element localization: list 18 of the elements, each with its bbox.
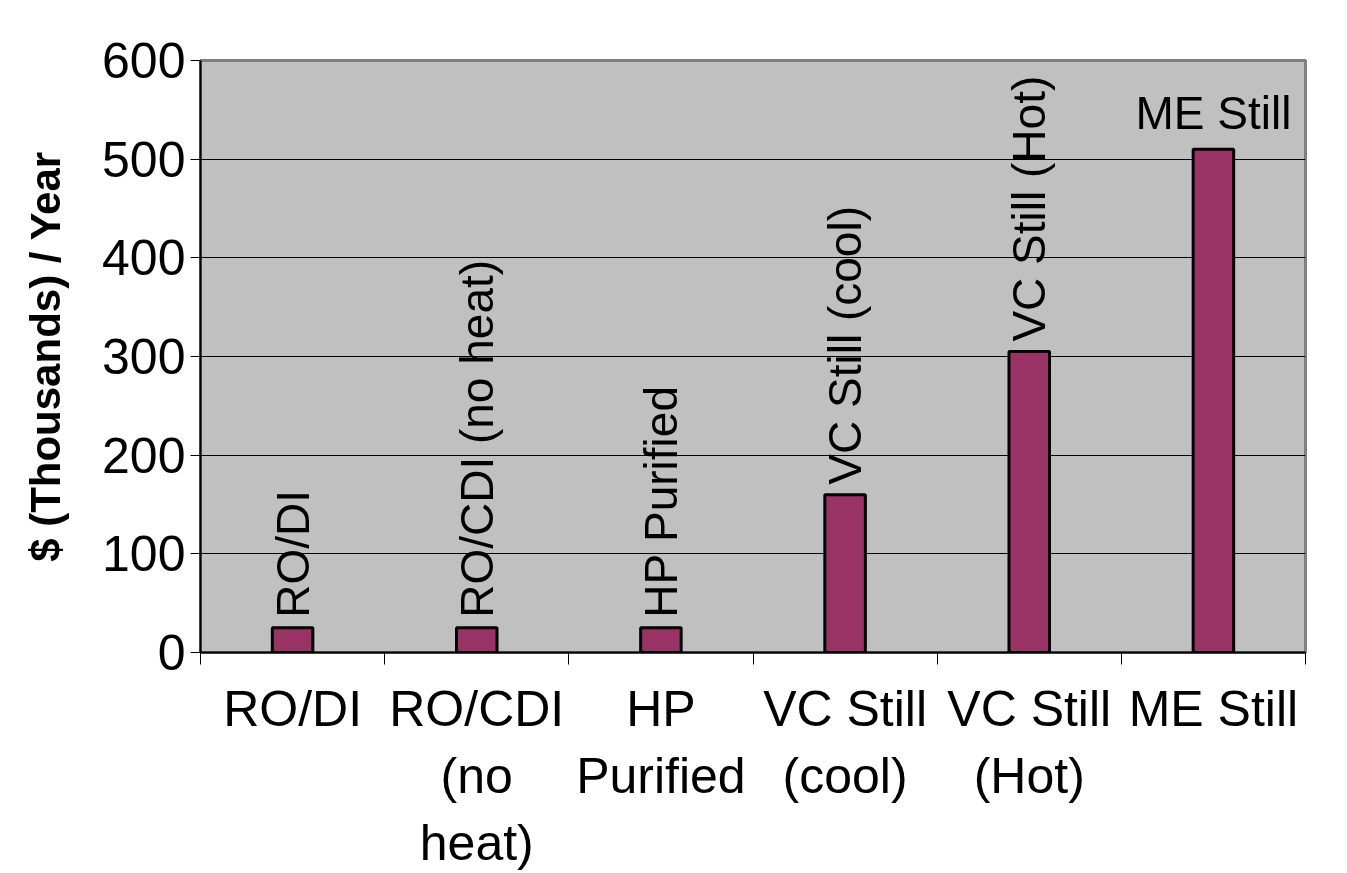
y-axis-title: $ (Thousands) / Year: [22, 151, 70, 562]
x-tick-label: VC Still (cool): [763, 680, 928, 804]
y-tick-label: 200: [102, 427, 186, 484]
y-tick-label: 100: [102, 526, 186, 583]
y-tick-label: 500: [102, 131, 186, 188]
data-label: VC Still (cool): [819, 206, 872, 485]
y-tick-label: 400: [102, 230, 186, 287]
x-tick-label: VC Still (Hot): [947, 680, 1112, 804]
data-label: VC Still (Hot): [1003, 75, 1056, 342]
x-tick-label: ME Still: [1128, 680, 1299, 737]
data-label: RO/DI: [266, 490, 319, 618]
y-tick-label: 600: [102, 33, 186, 89]
y-tick-label: 300: [102, 329, 186, 385]
data-label: ME Still: [1135, 87, 1292, 140]
x-tick-label: RO/CDI (no heat): [389, 680, 565, 871]
x-tick-label: RO/DI: [223, 680, 363, 737]
y-tick-label: 0: [157, 625, 186, 681]
x-tick-label: HP Purified: [576, 680, 746, 804]
